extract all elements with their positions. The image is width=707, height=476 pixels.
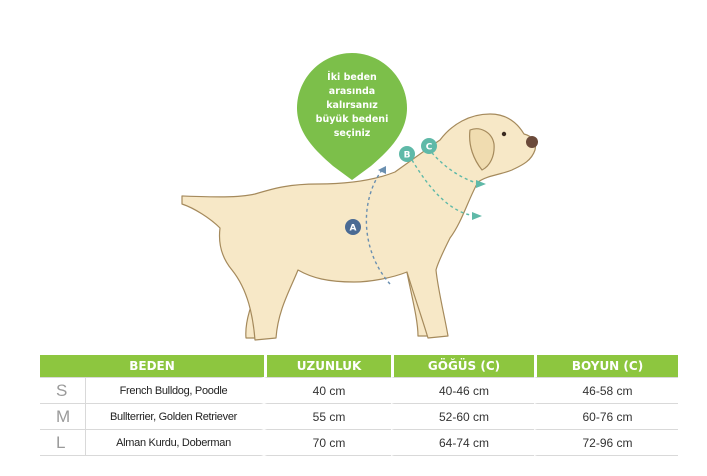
size-table: BEDEN UZUNLUK GÖĞÜS (C) BOYUN (C) S Fren…	[40, 355, 679, 456]
chest-value: 40-46 cm	[391, 377, 535, 403]
svg-text:B: B	[404, 151, 411, 161]
length-value: 55 cm	[264, 403, 392, 429]
table-row: M Bullterrier, Golden Retriever 55 cm 52…	[40, 403, 679, 429]
breed-list: Alman Kurdu, Doberman	[86, 429, 265, 456]
neck-value: 60-76 cm	[534, 403, 679, 429]
table-header-row: BEDEN UZUNLUK GÖĞÜS (C) BOYUN (C)	[40, 355, 679, 377]
svg-text:A: A	[350, 224, 357, 234]
header-uzunluk: UZUNLUK	[264, 355, 392, 377]
header-beden: BEDEN	[40, 355, 265, 377]
tip-line-2: arasında	[329, 86, 375, 97]
marker-c: C	[421, 138, 437, 154]
tip-line-1: İki beden	[327, 72, 377, 83]
dog-nose	[526, 136, 538, 148]
chest-value: 64-74 cm	[391, 429, 535, 456]
header-boyun: BOYUN (C)	[534, 355, 679, 377]
dog-illustration: A B C İki beden arasında kalırsanız büyü…	[181, 53, 538, 341]
size-tip-callout: İki beden arasında kalırsanız büyük bede…	[297, 53, 407, 180]
length-value: 70 cm	[264, 429, 392, 456]
table-row: S French Bulldog, Poodle 40 cm 40-46 cm …	[40, 377, 679, 403]
tip-line-3: kalırsanız	[326, 100, 378, 111]
svg-text:C: C	[426, 143, 433, 153]
marker-a: A	[345, 219, 361, 235]
chest-value: 52-60 cm	[391, 403, 535, 429]
breed-list: French Bulldog, Poodle	[86, 377, 265, 403]
size-label: L	[40, 429, 86, 456]
dog-eye	[501, 131, 507, 137]
size-label: M	[40, 403, 86, 429]
neck-value: 72-96 cm	[534, 429, 679, 456]
size-label: S	[40, 377, 86, 403]
header-gogus: GÖĞÜS (C)	[391, 355, 535, 377]
tip-line-4: büyük bedeni	[316, 114, 389, 125]
tip-line-5: seçiniz	[334, 128, 371, 139]
neck-value: 46-58 cm	[534, 377, 679, 403]
marker-b: B	[399, 146, 415, 162]
measurement-arrows	[378, 166, 486, 220]
length-value: 40 cm	[264, 377, 392, 403]
breed-list: Bullterrier, Golden Retriever	[86, 403, 265, 429]
table-row: L Alman Kurdu, Doberman 70 cm 64-74 cm 7…	[40, 429, 679, 456]
